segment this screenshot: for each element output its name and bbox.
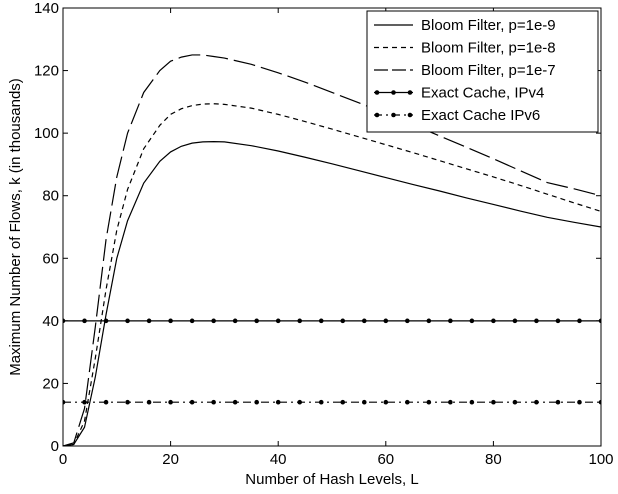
series-marker <box>491 318 496 324</box>
series-marker <box>555 318 561 324</box>
series-marker <box>125 318 130 324</box>
series-marker <box>555 399 561 405</box>
legend-marker <box>407 112 413 118</box>
y-tick-label: 140 <box>34 0 59 17</box>
y-tick-label: 80 <box>42 188 59 205</box>
y-tick-label: 0 <box>51 438 59 455</box>
series-marker <box>405 399 410 405</box>
x-tick-label: 60 <box>377 451 394 468</box>
series-marker <box>168 318 173 324</box>
series-marker <box>275 318 281 324</box>
x-tick-label: 20 <box>162 451 179 468</box>
series-marker <box>63 399 66 405</box>
series-marker <box>426 399 432 405</box>
series-marker <box>254 318 259 324</box>
y-tick-label: 100 <box>34 125 59 142</box>
series-marker <box>103 399 109 405</box>
legend-item: Exact Cache IPv6 <box>374 107 540 124</box>
legend-item: Bloom Filter, p=1e-7 <box>374 62 556 79</box>
series-marker <box>448 399 453 405</box>
series-marker <box>491 399 496 405</box>
y-tick-label: 60 <box>42 250 59 267</box>
series-1 <box>63 140 601 446</box>
legend-marker <box>391 90 396 95</box>
series-line <box>63 54 601 446</box>
series-marker <box>82 399 87 405</box>
legend-marker <box>374 90 380 95</box>
series-marker <box>469 399 475 405</box>
x-axis-ticks: 0 20 40 60 80 100 <box>59 8 614 468</box>
series-marker <box>82 318 87 324</box>
x-tick-label: 0 <box>59 451 67 468</box>
y-tick-label: 20 <box>42 375 59 392</box>
series-marker <box>146 318 152 324</box>
x-axis-label: Number of Hash Levels, L <box>245 471 418 488</box>
series-2 <box>63 103 601 446</box>
series-marker <box>254 399 259 405</box>
legend-label: Exact Cache IPv6 <box>421 107 540 124</box>
series-marker <box>297 399 303 405</box>
legend-item: Bloom Filter, p=1e-9 <box>374 17 556 34</box>
x-tick-label: 80 <box>485 451 502 468</box>
series-marker <box>469 318 475 324</box>
legend-label: Bloom Filter, p=1e-7 <box>421 62 556 79</box>
series-marker <box>211 399 216 405</box>
series-marker <box>405 318 410 324</box>
legend-item: Exact Cache, IPv4 <box>374 85 544 102</box>
series-marker <box>232 318 238 324</box>
series-4 <box>63 318 601 324</box>
series-marker <box>211 318 216 324</box>
x-tick-label: 40 <box>270 451 287 468</box>
legend-item: Bloom Filter, p=1e-8 <box>374 40 556 57</box>
series-3 <box>63 54 601 446</box>
legend-label: Bloom Filter, p=1e-9 <box>421 17 556 34</box>
series-marker <box>189 399 195 405</box>
series-marker <box>168 399 173 405</box>
y-tick-label: 120 <box>34 63 59 80</box>
series-marker <box>297 318 303 324</box>
series-layer <box>63 54 601 446</box>
legend-marker <box>407 90 413 95</box>
series-marker <box>448 318 453 324</box>
legend-marker <box>391 112 396 118</box>
legend-label: Exact Cache, IPv4 <box>421 85 544 102</box>
series-marker <box>318 399 324 405</box>
series-marker <box>103 318 109 324</box>
series-marker <box>534 399 539 405</box>
y-axis-ticks: 0 20 40 60 80 100 120 140 <box>34 0 601 455</box>
series-marker <box>146 399 152 405</box>
series-marker <box>383 318 389 324</box>
series-marker <box>577 399 582 405</box>
series-marker <box>232 399 238 405</box>
series-marker <box>361 399 367 405</box>
legend-label: Bloom Filter, p=1e-8 <box>421 40 556 57</box>
series-marker <box>275 399 281 405</box>
series-marker <box>318 318 324 324</box>
series-marker <box>125 399 130 405</box>
series-marker <box>512 318 518 324</box>
x-tick-label: 100 <box>588 451 613 468</box>
legend-box <box>366 10 599 133</box>
series-5 <box>63 399 601 405</box>
y-tick-label: 40 <box>42 313 59 330</box>
series-line <box>63 140 601 446</box>
series-marker <box>189 318 195 324</box>
series-marker <box>361 318 367 324</box>
y-axis-label: Maximum Number of Flows, k (in thousands… <box>7 78 24 376</box>
series-marker <box>512 399 518 405</box>
series-marker <box>598 399 601 405</box>
series-marker <box>426 318 432 324</box>
series-line <box>63 103 601 446</box>
series-marker <box>340 399 346 405</box>
legend: Bloom Filter, p=1e-9 Bloom Filter, p=1e-8… <box>366 10 599 133</box>
series-marker <box>534 318 539 324</box>
series-marker <box>340 318 346 324</box>
series-marker <box>383 399 389 405</box>
legend-marker <box>374 112 380 118</box>
series-marker <box>577 318 582 324</box>
